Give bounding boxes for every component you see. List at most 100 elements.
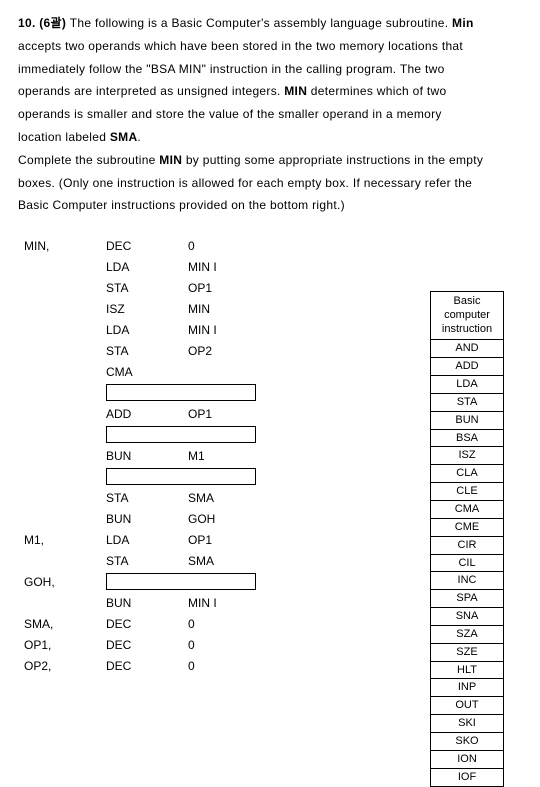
instruction-mnemonic: CLA (431, 465, 503, 483)
code-label (18, 340, 105, 361)
instruction-mnemonic: SZA (431, 626, 503, 644)
code-label (18, 382, 105, 403)
instruction-mnemonic: CLE (431, 483, 503, 501)
code-opcode: ADD (105, 403, 187, 424)
instruction-mnemonic: AND (431, 340, 503, 358)
code-opcode: STA (105, 487, 187, 508)
instruction-mnemonic: SPA (431, 590, 503, 608)
code-opcode: BUN (105, 508, 187, 529)
table-row: GOH, (18, 571, 309, 592)
code-label (18, 508, 105, 529)
table-row: M1,LDAOP1 (18, 529, 309, 550)
empty-instruction-box[interactable] (105, 466, 309, 487)
code-argument: MIN (187, 298, 309, 319)
instruction-mnemonic: CIR (431, 537, 503, 555)
table-row: CMA (18, 361, 309, 382)
instruction-mnemonic: OUT (431, 697, 503, 715)
instruction-mnemonic: SKO (431, 733, 503, 751)
instruction-mnemonic: SNA (431, 608, 503, 626)
table-row: SMA,DEC0 (18, 613, 309, 634)
code-argument: MIN I (187, 592, 309, 613)
instruction-mnemonic: ADD (431, 358, 503, 376)
table-row: OP2,DEC0 (18, 655, 309, 676)
code-argument: 0 (187, 235, 309, 256)
instruction-mnemonic: CME (431, 519, 503, 537)
code-argument: SMA (187, 550, 309, 571)
code-argument (187, 361, 309, 382)
code-opcode: DEC (105, 634, 187, 655)
code-opcode: STA (105, 340, 187, 361)
code-label: SMA, (18, 613, 105, 634)
table-row: BUNMIN I (18, 592, 309, 613)
code-argument: 0 (187, 634, 309, 655)
code-argument: 0 (187, 655, 309, 676)
code-opcode: DEC (105, 655, 187, 676)
instruction-mnemonic: BUN (431, 412, 503, 430)
code-opcode: LDA (105, 529, 187, 550)
code-argument: SMA (187, 487, 309, 508)
table-row: ADDOP1 (18, 403, 309, 424)
code-label: MIN, (18, 235, 105, 256)
code-opcode: BUN (105, 592, 187, 613)
instruction-mnemonic: BSA (431, 430, 503, 448)
code-opcode: STA (105, 277, 187, 298)
instruction-mnemonic: SKI (431, 715, 503, 733)
problem-text: 10. (6괄) The following is a Basic Comput… (18, 12, 522, 217)
code-label (18, 592, 105, 613)
code-argument: M1 (187, 445, 309, 466)
code-label (18, 361, 105, 382)
code-label (18, 403, 105, 424)
code-opcode: BUN (105, 445, 187, 466)
empty-instruction-box[interactable] (105, 382, 309, 403)
code-argument: OP2 (187, 340, 309, 361)
table-row (18, 424, 309, 445)
empty-instruction-box[interactable] (105, 424, 309, 445)
code-argument: OP1 (187, 403, 309, 424)
table-row: MIN,DEC0 (18, 235, 309, 256)
code-label (18, 319, 105, 340)
empty-instruction-box[interactable] (105, 571, 309, 592)
table-row (18, 382, 309, 403)
table-row: BUNM1 (18, 445, 309, 466)
code-label: M1, (18, 529, 105, 550)
instruction-mnemonic: INP (431, 679, 503, 697)
code-argument: 0 (187, 613, 309, 634)
instruction-mnemonic: LDA (431, 376, 503, 394)
instruction-mnemonic: INC (431, 572, 503, 590)
code-argument: MIN I (187, 256, 309, 277)
table-row: ISZMIN (18, 298, 309, 319)
code-opcode: LDA (105, 319, 187, 340)
table-row: STASMA (18, 487, 309, 508)
table-row (18, 466, 309, 487)
assembly-code-table: MIN,DEC0LDAMIN ISTAOP1ISZMINLDAMIN ISTAO… (18, 235, 309, 676)
code-opcode: CMA (105, 361, 187, 382)
instruction-reference-box: Basiccomputerinstruction ANDADDLDASTABUN… (430, 291, 504, 786)
code-opcode: DEC (105, 235, 187, 256)
table-row: STAOP2 (18, 340, 309, 361)
code-argument: OP1 (187, 277, 309, 298)
table-row: STASMA (18, 550, 309, 571)
code-label: OP1, (18, 634, 105, 655)
code-label (18, 445, 105, 466)
code-label (18, 256, 105, 277)
code-label (18, 298, 105, 319)
instruction-mnemonic: CMA (431, 501, 503, 519)
instruction-mnemonic: ISZ (431, 447, 503, 465)
code-label (18, 424, 105, 445)
table-row: LDAMIN I (18, 319, 309, 340)
code-label (18, 550, 105, 571)
code-opcode: STA (105, 550, 187, 571)
instruction-mnemonic: HLT (431, 662, 503, 680)
table-row: LDAMIN I (18, 256, 309, 277)
instruction-mnemonic: IOF (431, 769, 503, 786)
code-argument: MIN I (187, 319, 309, 340)
code-argument: OP1 (187, 529, 309, 550)
code-opcode: ISZ (105, 298, 187, 319)
code-label (18, 466, 105, 487)
code-argument: GOH (187, 508, 309, 529)
code-label: GOH, (18, 571, 105, 592)
instruction-mnemonic: ION (431, 751, 503, 769)
instruction-mnemonic: CIL (431, 555, 503, 573)
problem-number: 10. (6괄) (18, 16, 66, 30)
code-label (18, 487, 105, 508)
